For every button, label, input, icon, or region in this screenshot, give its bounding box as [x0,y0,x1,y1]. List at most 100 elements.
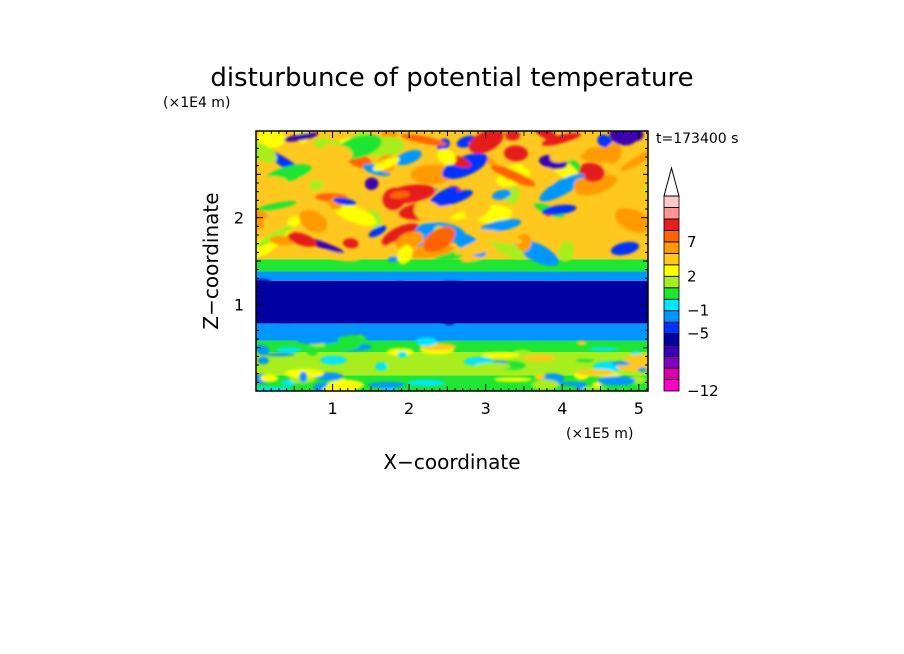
y-tick-label: 2 [234,209,244,228]
x-unit-label: (×1E5 m) [566,426,633,442]
field-blob [319,355,347,365]
field-blob [287,215,301,228]
field-blob [442,316,456,325]
colorbar-label: 7 [687,233,697,251]
field-blob [595,295,632,301]
field-blob [323,342,361,351]
field-blob [437,148,457,166]
field-blob [483,297,510,304]
field-blob [260,374,279,383]
field-blob [434,190,473,207]
field-blob [400,134,447,146]
field-blob [576,358,595,363]
colorbar-label: −12 [687,382,719,400]
field-blob [374,362,388,371]
field-blob [407,379,446,387]
field-blob [331,285,347,297]
field-blob [385,359,404,369]
y-unit-label: (×1E4 m) [163,95,230,111]
colorbar-swatch [663,367,680,380]
field-blob [432,288,456,295]
field-blob [613,313,637,322]
field-blob [615,207,648,233]
colorbar-swatch [663,241,680,254]
field-blob [573,178,590,196]
field-blob [332,202,377,226]
field-blob [521,162,557,179]
field-blob [515,233,532,252]
field-blob [438,281,465,288]
field-blob [534,373,545,380]
field-blob [256,344,265,349]
colorbar-swatch [663,264,680,277]
field-blob [308,179,324,191]
plot-area [256,131,648,391]
field-blob [299,209,328,233]
field-blob [541,132,581,146]
field-blob [337,335,366,344]
colorbar-swatch [663,356,680,369]
colorbar-label: 2 [687,267,697,285]
field-blob [256,279,272,287]
field-blob [597,134,612,148]
field-blob [611,179,648,202]
field-blob [637,367,648,372]
field-blob [588,347,619,351]
field-blob [368,225,387,238]
field-blob [410,164,453,185]
field-blob [503,145,529,162]
field-blob [542,282,562,290]
field-band [256,259,648,272]
field-blob [541,204,577,216]
field-blob [533,131,560,143]
field-blob [276,347,302,353]
field-blob [306,346,319,356]
colorbar-swatch [663,310,680,323]
field-blob [360,284,373,292]
field-blob [492,189,512,200]
x-tick-label: 1 [327,399,337,418]
colorbar-swatch [663,207,680,220]
field-blob [364,177,379,190]
field-blob [270,294,294,302]
field-blob [395,150,422,166]
field-blob [256,386,291,391]
field-blob [271,310,300,323]
x-tick-label: 5 [634,399,644,418]
field-blob [265,352,295,357]
y-axis-ticks: 12 [234,139,648,383]
field-blob [624,354,648,364]
field-blob [257,201,297,211]
field-blob [419,291,439,301]
field-blob [558,240,574,262]
x-axis-ticks: 1 2 3 4 5 [263,131,647,418]
field-blob [474,229,523,245]
field-blob [287,232,317,247]
field-blob [604,142,622,164]
x-tick-label: 3 [481,399,491,418]
field-blob [539,173,585,202]
field-blob [290,283,308,290]
field-blob [597,376,636,386]
field-blob [395,231,424,250]
field-blob [610,241,640,256]
field-blob [413,201,443,222]
field-blob [358,292,384,300]
colorbar-swatch [663,275,680,289]
field-blob [389,306,410,312]
field-blob [367,381,407,388]
field-blob [373,157,400,171]
field-blob [389,190,410,199]
field-blob [381,223,420,246]
field-blob [482,352,520,358]
colorbar-swatch [663,333,680,346]
field-band [256,280,648,324]
colorbar-swatch [663,195,680,208]
field-blob [296,336,328,345]
field-blob [322,143,335,154]
field-blob [283,132,319,142]
colorbar-swatch [663,230,680,243]
field-blob [581,386,607,391]
field-blob [332,197,357,206]
field-blob [397,351,408,358]
